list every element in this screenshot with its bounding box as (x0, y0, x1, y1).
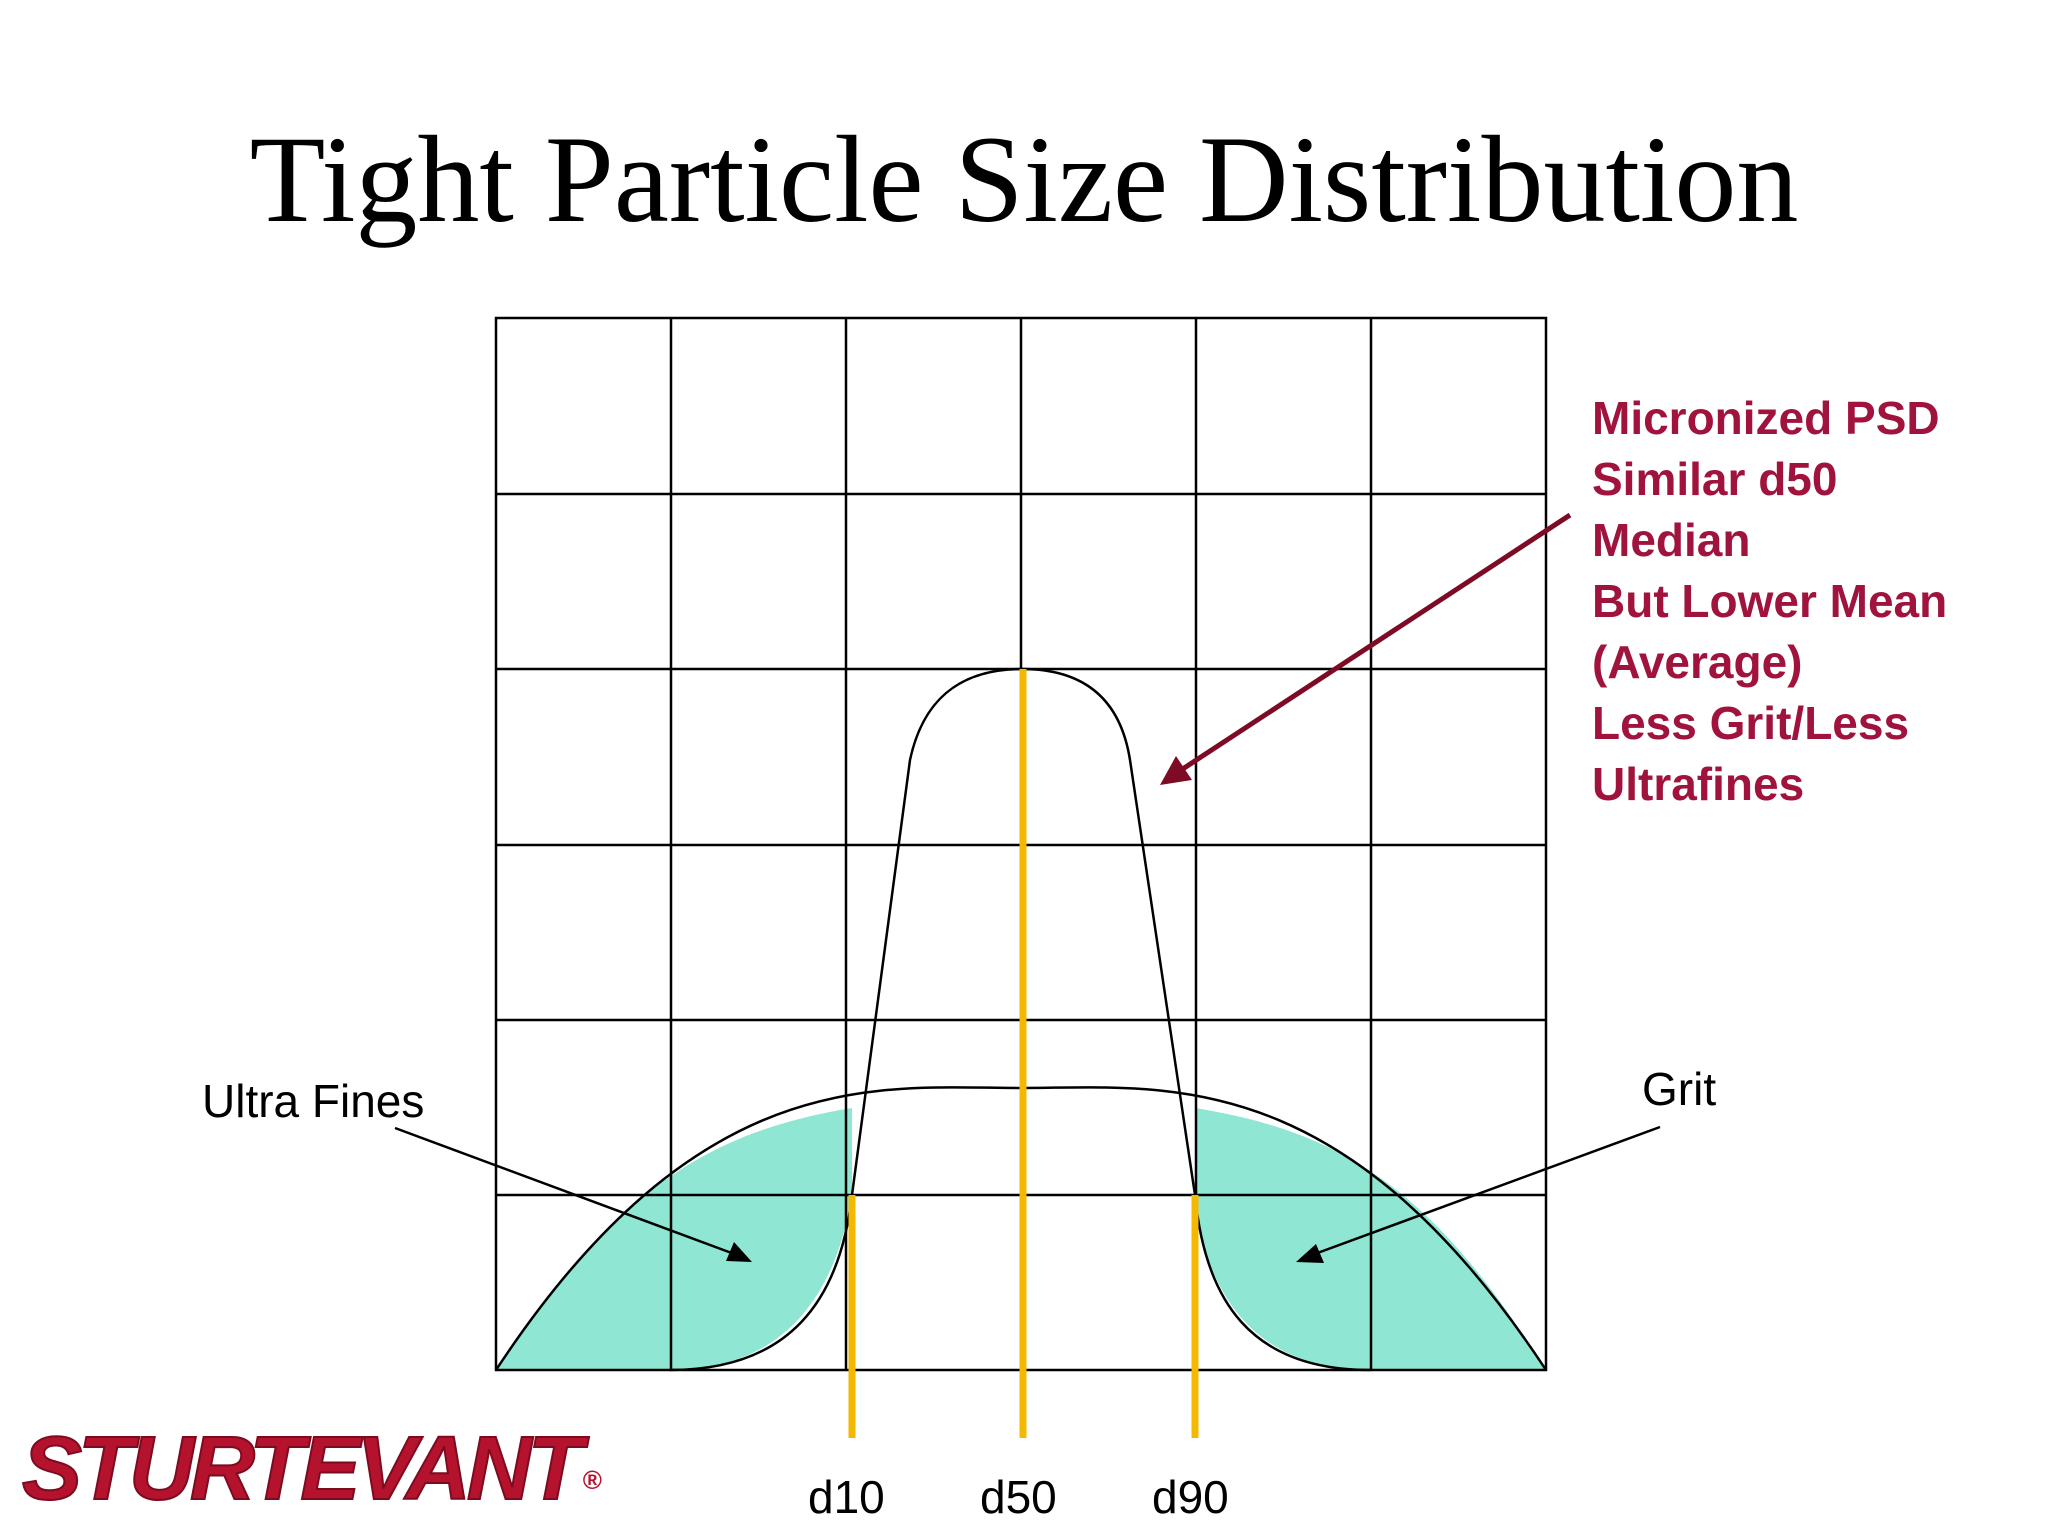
micronized-note: Micronized PSD Similar d50 Median But Lo… (1592, 388, 1947, 815)
ultra-fines-area (496, 1108, 852, 1370)
ultra-fines-arrow (394, 1126, 752, 1262)
grit-label: Grit (1642, 1063, 1717, 1115)
sturtevant-logo: STURTEVANT ® (21, 1423, 602, 1515)
d90-label: d90 (1152, 1471, 1229, 1523)
note-line: But Lower Mean (1592, 575, 1948, 627)
d10-label: d10 (808, 1471, 885, 1523)
note-line: Less Grit/Less (1592, 697, 1910, 749)
note-line: (Average) (1592, 636, 1803, 688)
note-line: Micronized PSD (1592, 392, 1940, 444)
registered-mark: ® (582, 1465, 602, 1495)
d50-label: d50 (980, 1471, 1057, 1523)
slide-title: Tight Particle Size Distribution (249, 111, 1799, 248)
grit-arrow (1296, 1125, 1661, 1263)
d-markers (848, 669, 1199, 1438)
ultra-fines-label: Ultra Fines (202, 1075, 425, 1127)
logo-text: STURTEVANT (21, 1419, 584, 1519)
note-line: Median (1592, 514, 1751, 566)
micronized-arrow (1160, 512, 1572, 785)
note-line: Ultrafines (1592, 758, 1805, 810)
note-line: Similar d50 (1592, 453, 1838, 505)
